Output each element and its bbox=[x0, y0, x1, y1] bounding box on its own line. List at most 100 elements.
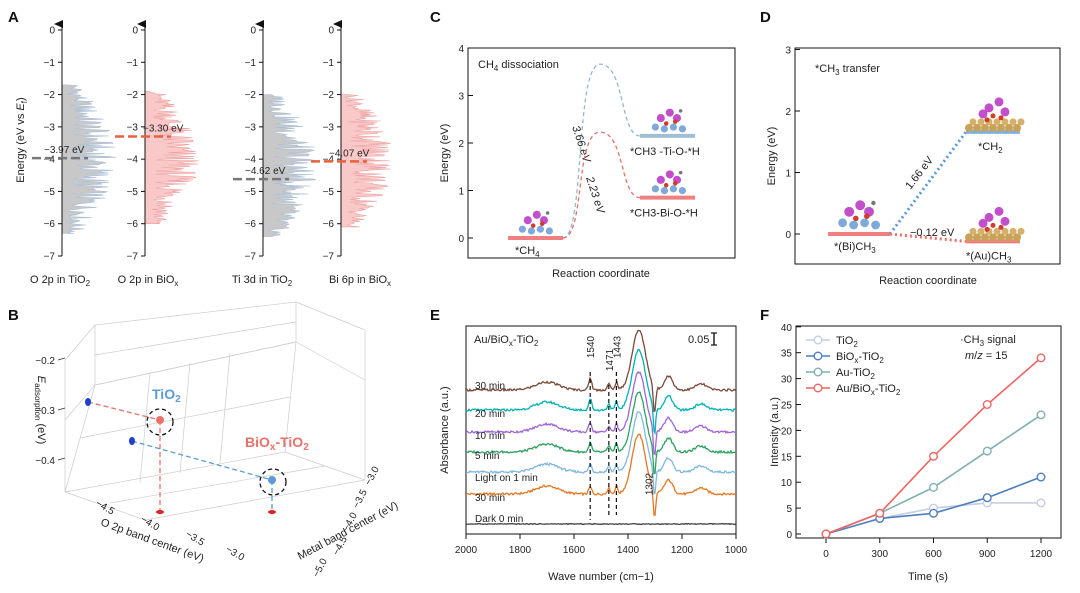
panel-e-scale-bar: 0.05 bbox=[688, 332, 717, 346]
pdos-tick-label: −5 bbox=[245, 187, 257, 198]
pdos-tick-label: −4 bbox=[323, 155, 335, 166]
atom bbox=[672, 119, 678, 124]
atom bbox=[678, 170, 683, 175]
atom bbox=[660, 187, 669, 195]
c-barrier-label: 2.23 eV bbox=[583, 174, 607, 216]
f-ytick-label: 40 bbox=[781, 323, 793, 334]
c-final-label: *CH3-Bi-O-*H bbox=[630, 208, 698, 220]
pdos-subplot-2: 0 −1 −2 −3 −4 −5 −6 −7 −4.62 eV Ti 3d in TiO2 bbox=[232, 20, 317, 288]
structure-model bbox=[838, 200, 880, 230]
pdos-tick-label: 0 bbox=[132, 26, 138, 37]
f-xtick-label: 0 bbox=[823, 549, 829, 560]
b-ytick-label: −3.5 bbox=[351, 487, 370, 510]
c-ytick-label: 2 bbox=[458, 139, 464, 150]
spectrum-label: 30 min bbox=[475, 493, 505, 504]
au-atom bbox=[989, 233, 997, 242]
pdos-tick-label: −4 bbox=[245, 155, 257, 166]
au-atom bbox=[993, 118, 1001, 126]
peak-label: 1302 bbox=[644, 472, 655, 495]
b-xtick-label: −3.5 bbox=[184, 529, 207, 549]
pdos-tick-label: −3 bbox=[245, 122, 257, 133]
au-atom bbox=[973, 123, 981, 132]
e-xtick-label: 1600 bbox=[563, 545, 586, 556]
bi-atom bbox=[1000, 216, 1010, 226]
pdos-fill bbox=[262, 94, 317, 237]
bi-atom bbox=[978, 218, 988, 228]
f-data-point bbox=[929, 482, 939, 492]
pdos-fill bbox=[61, 84, 117, 234]
ir-spectrum-1 bbox=[466, 433, 736, 517]
atom bbox=[539, 221, 545, 227]
pdos-tick-label: −7 bbox=[323, 252, 335, 263]
au-structure-model bbox=[965, 97, 1025, 132]
bi-atom bbox=[1000, 107, 1010, 117]
c-ytick-label: 3 bbox=[458, 92, 464, 103]
au-atom bbox=[981, 233, 989, 242]
legend-label: TiO2 bbox=[836, 335, 858, 349]
au-atom bbox=[989, 123, 997, 132]
atom bbox=[527, 227, 536, 235]
b-ztick bbox=[57, 407, 66, 411]
d-path-0 bbox=[888, 131, 968, 235]
legend-marker bbox=[813, 335, 823, 345]
pdos-tick-label: 0 bbox=[328, 26, 334, 37]
d-ytick-label: 1 bbox=[785, 169, 791, 180]
atom bbox=[545, 227, 554, 235]
panel-b-ylabel: Metal band center (eV) bbox=[296, 500, 400, 563]
tio2-highlight-circle bbox=[146, 408, 174, 436]
pdos-tick-label: −2 bbox=[245, 90, 257, 101]
au-atom bbox=[969, 227, 977, 235]
au-atom bbox=[973, 233, 981, 242]
pdos-subplot-label: O 2p in BiOx bbox=[118, 274, 179, 288]
structure-model bbox=[651, 170, 687, 195]
spectrum-label: 5 min bbox=[475, 451, 499, 462]
tio2-label: TiO2 bbox=[152, 386, 181, 405]
atom bbox=[536, 225, 545, 233]
pdos-tick-label: −7 bbox=[44, 252, 56, 263]
atom bbox=[545, 211, 550, 215]
panel-a-ylabel: Energy (eV vs Ef) bbox=[15, 97, 29, 182]
f-data-point bbox=[1036, 472, 1046, 482]
panel-c-ylabel: Energy (eV) bbox=[439, 124, 451, 183]
panel-e-frame bbox=[465, 325, 737, 535]
structure-model bbox=[651, 108, 687, 133]
o-atom bbox=[998, 224, 1004, 230]
o-atom bbox=[984, 226, 990, 232]
panel-d-ylabel: Energy (eV) bbox=[766, 127, 778, 186]
d-ytick-label: 2 bbox=[785, 107, 791, 118]
d-delta-label: −0.12 eV bbox=[910, 227, 955, 239]
panel-e-ylabel: Absorbance (a.u.) bbox=[439, 386, 451, 473]
pdos-tick-label: −4 bbox=[127, 155, 139, 166]
atom bbox=[663, 121, 669, 126]
pdos-tick-label: 0 bbox=[250, 26, 256, 37]
au-atom bbox=[1005, 123, 1013, 132]
c-initial-label: *CH4 bbox=[515, 245, 540, 259]
panel-c-title: CH4 dissociation bbox=[478, 59, 559, 73]
pdos-tick-label: −1 bbox=[127, 58, 139, 69]
c-ytick-label: 0 bbox=[458, 234, 464, 245]
band-center-label: −3.30 eV bbox=[143, 124, 184, 135]
pdos-tick-label: −5 bbox=[44, 187, 56, 198]
atom bbox=[844, 206, 855, 217]
bi-atom bbox=[994, 206, 1004, 216]
f-ytick-label: 10 bbox=[781, 478, 793, 489]
d-final-label: *CH2 bbox=[978, 141, 1003, 155]
pdos-tick-label: −3 bbox=[44, 122, 56, 133]
b-ztick-label: −0.2 bbox=[35, 356, 55, 367]
ir-spectrum-6 bbox=[466, 329, 736, 413]
pdos-subplot-0: 0 −1 −2 −3 −4 −5 −6 −7 −3.97 eV O 2p in TiO2 bbox=[30, 20, 117, 288]
atom bbox=[864, 213, 870, 219]
atom bbox=[871, 220, 880, 230]
pdos-tick-label: −3 bbox=[127, 122, 139, 133]
o-atom bbox=[990, 113, 996, 119]
c-ytick-label: 4 bbox=[458, 44, 464, 55]
panel-b-point-tio2: TiO2 bbox=[85, 386, 181, 514]
b-xtick-label: −3.0 bbox=[224, 544, 247, 564]
pdos-tick-label: −5 bbox=[127, 187, 139, 198]
b-ztick-label: −0.3 bbox=[35, 406, 55, 417]
peak-label: 1540 bbox=[586, 335, 597, 358]
atom bbox=[518, 225, 527, 233]
peak-label: 1443 bbox=[612, 335, 623, 358]
f-xtick-label: 900 bbox=[979, 549, 996, 560]
